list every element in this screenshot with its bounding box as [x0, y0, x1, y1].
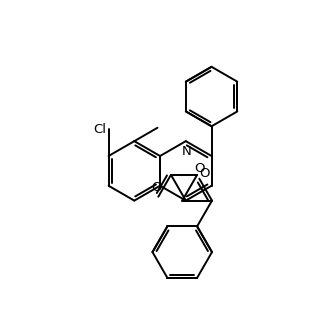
Text: N: N [182, 145, 192, 158]
Text: O: O [194, 162, 205, 175]
Text: O: O [151, 181, 162, 194]
Text: Cl: Cl [94, 123, 107, 136]
Text: O: O [199, 167, 210, 180]
